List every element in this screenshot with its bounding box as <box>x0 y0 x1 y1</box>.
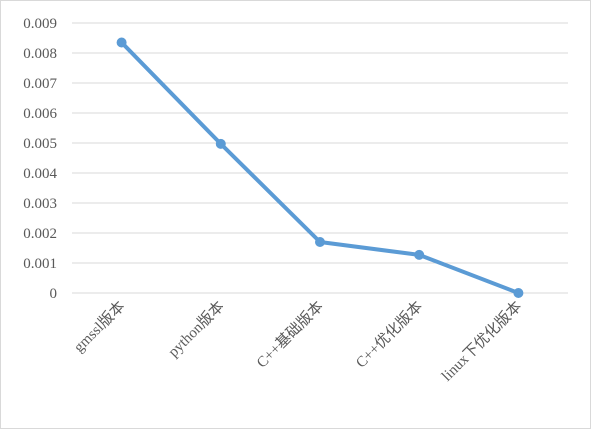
y-tick-label: 0.009 <box>23 16 57 32</box>
x-category-label: C++优化版本 <box>353 298 426 371</box>
x-axis-category-labels: gmssl版本 python版本 C++基础版本 C++优化版本 linux下优化版本 <box>70 298 525 385</box>
x-category-label: C++基础版本 <box>253 298 326 371</box>
y-tick-label: 0.001 <box>23 256 57 272</box>
y-axis-tick-labels: 0 0.001 0.002 0.003 0.004 0.005 0.006 0.007 0.00… <box>23 16 57 302</box>
data-point <box>315 237 325 247</box>
y-tick-label: 0.003 <box>23 196 57 212</box>
y-tick-label: 0.006 <box>23 106 57 122</box>
x-category-label: gmssl版本 <box>70 298 128 356</box>
y-tick-label: 0 <box>50 286 58 302</box>
data-point <box>216 139 226 149</box>
y-tick-label: 0.007 <box>23 76 57 92</box>
data-point <box>414 250 424 260</box>
data-point <box>513 288 523 298</box>
x-category-label: linux下优化版本 <box>438 298 525 385</box>
y-tick-label: 0.005 <box>23 136 57 152</box>
series-line-group <box>117 38 524 299</box>
series-line <box>122 43 519 294</box>
y-tick-label: 0.002 <box>23 226 57 242</box>
data-point <box>117 38 127 48</box>
x-category-label: python版本 <box>165 298 228 361</box>
y-tick-label: 0.008 <box>23 46 57 62</box>
y-tick-label: 0.004 <box>23 166 57 182</box>
gridlines <box>72 23 568 293</box>
